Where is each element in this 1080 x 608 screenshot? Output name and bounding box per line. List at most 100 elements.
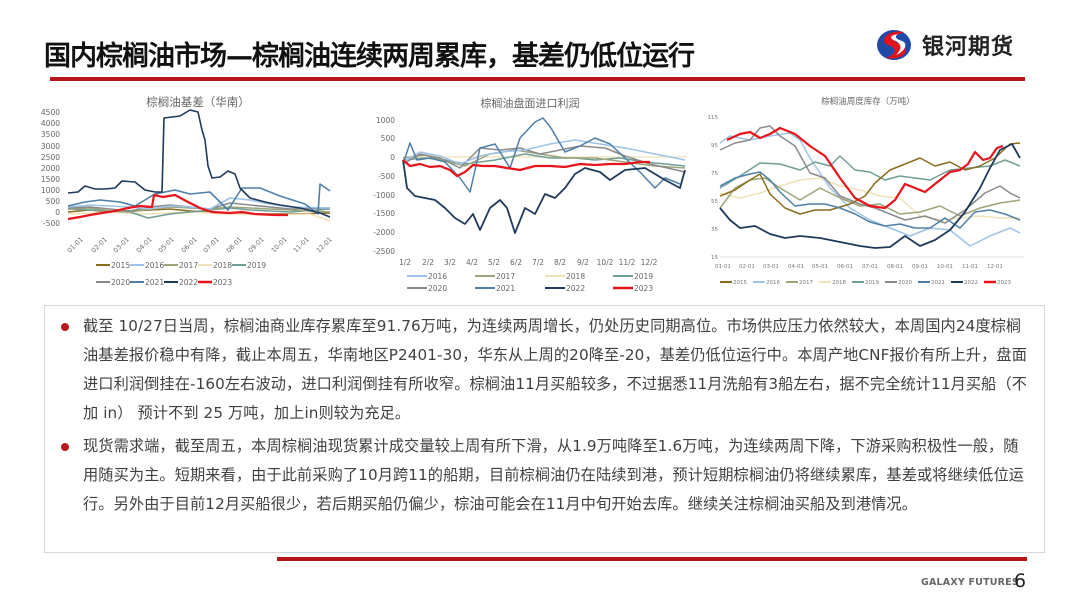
svg-text:35: 35 bbox=[711, 227, 718, 233]
svg-text:1000: 1000 bbox=[41, 186, 60, 195]
svg-text:-2500: -2500 bbox=[373, 247, 395, 256]
svg-text:05-01: 05-01 bbox=[157, 235, 176, 254]
chart-basis-south-china: 棕榈油基差（华南） 4500 4000 3500 3000 2500 2000 … bbox=[30, 88, 360, 293]
chart-title: 棕榈油盘面进口利润 bbox=[481, 96, 580, 110]
plot-lines bbox=[719, 125, 1021, 249]
y-axis-ticks: 1000 500 0 -500 -1000 -1500 -2000 -2500 bbox=[373, 116, 395, 256]
svg-text:06-01: 06-01 bbox=[837, 264, 853, 270]
svg-text:2021: 2021 bbox=[496, 284, 515, 293]
svg-text:2/2: 2/2 bbox=[422, 258, 434, 267]
svg-text:2017: 2017 bbox=[179, 261, 198, 270]
svg-text:2019: 2019 bbox=[634, 272, 653, 281]
bullet-dot-icon bbox=[61, 443, 69, 451]
svg-text:-1000: -1000 bbox=[373, 191, 395, 200]
svg-text:1500: 1500 bbox=[41, 175, 60, 184]
svg-text:03-01: 03-01 bbox=[763, 264, 779, 270]
svg-text:12-01: 12-01 bbox=[315, 235, 334, 254]
svg-text:1/2: 1/2 bbox=[399, 258, 411, 267]
svg-text:2023: 2023 bbox=[997, 280, 1011, 286]
svg-text:4000: 4000 bbox=[41, 119, 60, 128]
svg-text:95: 95 bbox=[711, 143, 718, 149]
chart-title: 棕榈油基差（华南） bbox=[146, 95, 250, 109]
svg-text:3500: 3500 bbox=[41, 130, 60, 139]
chart-legend: 2015 2016 2017 2018 2019 2020 2021 2022 … bbox=[720, 280, 1011, 286]
svg-text:12-01: 12-01 bbox=[987, 264, 1003, 270]
svg-text:2023: 2023 bbox=[213, 278, 232, 287]
x-axis-ticks: 1/2 2/2 3/2 4/2 5/2 6/2 7/2 8/2 9/2 10/2… bbox=[399, 258, 658, 267]
svg-text:1000: 1000 bbox=[376, 116, 395, 125]
svg-text:115: 115 bbox=[708, 115, 719, 121]
y-axis-ticks: 115 95 75 55 35 15 bbox=[708, 115, 719, 261]
svg-text:-1500: -1500 bbox=[373, 209, 395, 218]
plot-lines bbox=[67, 109, 331, 222]
svg-text:08-01: 08-01 bbox=[225, 235, 244, 254]
svg-text:04-01: 04-01 bbox=[135, 235, 154, 254]
x-axis-ticks: 01-01 02-01 03-01 04-01 05-01 06-01 07-0… bbox=[715, 264, 1003, 270]
svg-text:08-01: 08-01 bbox=[887, 264, 903, 270]
svg-text:2016: 2016 bbox=[145, 261, 164, 270]
bullet-spot-demand: 现货需求端，截至周五，本周棕榈油现货累计成交量较上周有所下滑，从1.9万吨降至1… bbox=[59, 432, 1030, 519]
svg-text:2016: 2016 bbox=[428, 272, 447, 281]
svg-text:9/2: 9/2 bbox=[577, 258, 589, 267]
svg-text:03-01: 03-01 bbox=[112, 235, 131, 254]
svg-text:3000: 3000 bbox=[41, 142, 60, 151]
svg-text:0: 0 bbox=[55, 208, 60, 217]
svg-text:2021: 2021 bbox=[145, 278, 164, 287]
svg-text:2017: 2017 bbox=[799, 280, 813, 286]
svg-text:500: 500 bbox=[46, 197, 61, 206]
svg-text:2020: 2020 bbox=[111, 278, 130, 287]
svg-text:3/2: 3/2 bbox=[444, 258, 456, 267]
svg-text:2018: 2018 bbox=[832, 280, 846, 286]
svg-text:2022: 2022 bbox=[964, 280, 978, 286]
svg-text:500: 500 bbox=[381, 134, 396, 143]
svg-text:4500: 4500 bbox=[41, 108, 60, 117]
svg-text:-500: -500 bbox=[43, 219, 60, 228]
page-number: 6 bbox=[1014, 570, 1027, 592]
svg-text:-500: -500 bbox=[378, 172, 395, 181]
svg-text:2016: 2016 bbox=[766, 280, 780, 286]
footer-brand: GALAXY FUTURES bbox=[921, 577, 1019, 588]
galaxy-futures-swirl-icon bbox=[877, 30, 911, 60]
svg-text:09-01: 09-01 bbox=[912, 264, 928, 270]
company-name: 银河期货 bbox=[922, 35, 1015, 60]
x-axis-ticks: 01-01 02-01 03-01 04-01 05-01 06-01 07-0… bbox=[66, 235, 334, 254]
chart-legend: 2016 2017 2018 2019 2020 2021 2022 2023 bbox=[407, 272, 653, 293]
svg-text:8/2: 8/2 bbox=[554, 258, 566, 267]
chart-import-profit: 棕榈油盘面进口利润 1000 500 0 -500 -1000 -1500 -2… bbox=[365, 88, 695, 298]
svg-text:10/2: 10/2 bbox=[597, 258, 614, 267]
svg-text:01-01: 01-01 bbox=[715, 264, 731, 270]
svg-text:2018: 2018 bbox=[213, 261, 232, 270]
svg-text:04-01: 04-01 bbox=[788, 264, 804, 270]
svg-text:2017: 2017 bbox=[496, 272, 515, 281]
svg-text:2020: 2020 bbox=[428, 284, 447, 293]
bullet-dot-icon bbox=[61, 323, 69, 331]
svg-text:15: 15 bbox=[711, 255, 718, 261]
chart-weekly-inventory: 棕榈油周度库存（万吨） 115 95 75 55 35 15 01-01 02-… bbox=[700, 88, 1030, 298]
header-divider bbox=[50, 77, 1025, 81]
y-axis-ticks: 4500 4000 3500 3000 2500 2000 1500 1000 … bbox=[41, 108, 60, 228]
svg-text:2000: 2000 bbox=[41, 164, 60, 173]
svg-text:2015: 2015 bbox=[111, 261, 130, 270]
svg-text:-2000: -2000 bbox=[373, 228, 395, 237]
chart-legend: 2015 2016 2017 2018 2019 2020 2021 2022 … bbox=[96, 261, 266, 287]
svg-text:10-01: 10-01 bbox=[937, 264, 953, 270]
svg-text:02-01: 02-01 bbox=[90, 235, 109, 254]
svg-text:2020: 2020 bbox=[898, 280, 912, 286]
svg-text:11-01: 11-01 bbox=[292, 235, 311, 254]
chart-title: 棕榈油周度库存（万吨） bbox=[821, 96, 915, 107]
analysis-text-box: 截至 10/27日当周，棕榈油商业库存累库至91.76万吨，为连续两周增长，仍处… bbox=[44, 305, 1045, 553]
svg-text:2015: 2015 bbox=[733, 280, 747, 286]
svg-text:2500: 2500 bbox=[41, 153, 60, 162]
svg-text:06-01: 06-01 bbox=[180, 235, 199, 254]
svg-text:09-01: 09-01 bbox=[247, 235, 266, 254]
svg-text:2019: 2019 bbox=[247, 261, 266, 270]
svg-text:10-01: 10-01 bbox=[270, 235, 289, 254]
svg-text:5/2: 5/2 bbox=[488, 258, 500, 267]
plot-lines bbox=[402, 117, 687, 234]
svg-text:02-01: 02-01 bbox=[739, 264, 755, 270]
svg-text:07-01: 07-01 bbox=[202, 235, 221, 254]
svg-text:11-01: 11-01 bbox=[962, 264, 978, 270]
svg-text:4/2: 4/2 bbox=[466, 258, 478, 267]
page-title: 国内棕榈油市场—棕榈油连续两周累库，基差仍低位运行 bbox=[44, 41, 695, 72]
svg-text:11/2: 11/2 bbox=[619, 258, 636, 267]
